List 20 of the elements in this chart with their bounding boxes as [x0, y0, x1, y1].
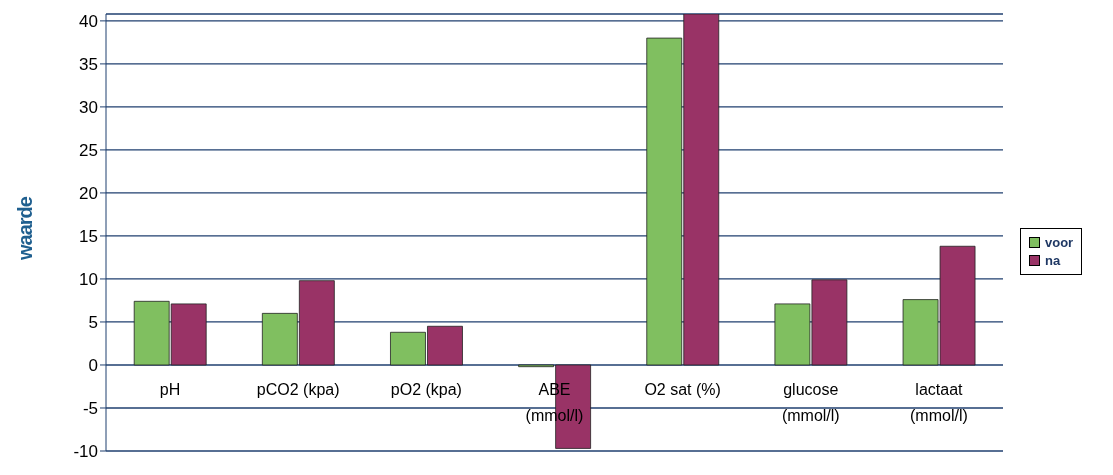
y-tick-label: 20: [79, 183, 98, 203]
y-tick-label: 5: [88, 313, 98, 332]
x-tick-label: glucose (mmol/l): [781, 380, 840, 424]
x-tick-label: pH: [159, 380, 181, 398]
legend-label: voor: [1044, 235, 1074, 250]
y-tick-label: -10: [73, 442, 98, 462]
y-tick-label: 25: [79, 140, 98, 160]
x-tick-label: pCO2 (kpa): [256, 380, 340, 398]
legend-label: na: [1044, 253, 1062, 268]
y-tick-label: 10: [79, 269, 98, 289]
y-axis-title: waarde: [13, 196, 37, 260]
x-tick-label: lactaat (mmol/l): [910, 380, 968, 424]
y-tick-label: 40: [79, 11, 98, 31]
y-tick-label: -5: [82, 399, 98, 419]
x-tick-label: O2 sat (%): [644, 380, 721, 398]
y-tick-label: 15: [79, 226, 98, 246]
y-tick-label: 0: [88, 356, 98, 376]
x-tick-label: pO2 (kpa): [390, 380, 462, 398]
y-tick-label: 30: [79, 97, 98, 117]
y-tick-label: 35: [79, 54, 98, 74]
